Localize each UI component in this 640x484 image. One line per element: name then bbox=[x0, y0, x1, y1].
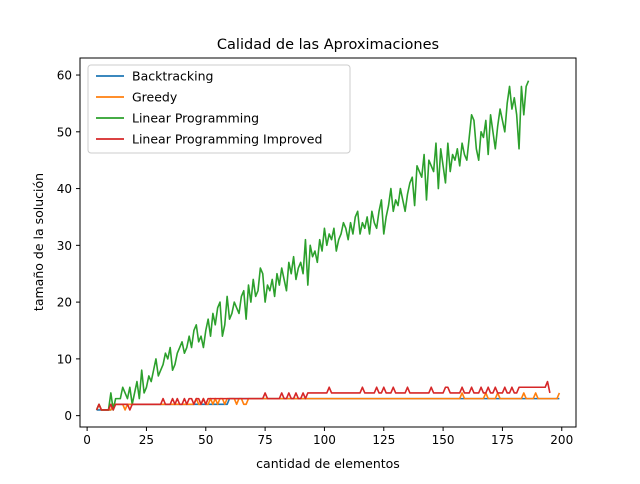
y-tick-label: 50 bbox=[57, 125, 72, 139]
series-line-greedy bbox=[95, 392, 561, 411]
legend-label: Greedy bbox=[132, 90, 178, 105]
series-line-linear-programming bbox=[95, 80, 530, 411]
x-tick-label: 100 bbox=[313, 433, 336, 447]
y-tick-label: 10 bbox=[57, 352, 72, 366]
y-tick-label: 20 bbox=[57, 296, 72, 310]
x-tick-label: 0 bbox=[83, 433, 91, 447]
legend-label: Linear Programming bbox=[132, 111, 259, 126]
y-tick-label: 60 bbox=[57, 69, 72, 83]
x-tick-label: 75 bbox=[257, 433, 272, 447]
y-axis-label: tamaño de la solución bbox=[31, 173, 46, 311]
x-tick-label: 200 bbox=[550, 433, 573, 447]
legend-label: Linear Programming Improved bbox=[132, 132, 322, 147]
x-tick-label: 25 bbox=[139, 433, 154, 447]
chart-title: Calidad de las Aproximaciones bbox=[217, 37, 439, 53]
x-axis-label: cantidad de elementos bbox=[256, 456, 400, 471]
y-tick-label: 0 bbox=[64, 409, 72, 423]
series-line-linear-programming-improved bbox=[95, 380, 551, 411]
plot-area bbox=[79, 57, 577, 428]
series-lines bbox=[95, 80, 561, 411]
x-tick-label: 125 bbox=[372, 433, 395, 447]
y-tick-label: 30 bbox=[57, 239, 72, 253]
y-tick-label: 40 bbox=[57, 182, 72, 196]
x-tick-label: 150 bbox=[432, 433, 455, 447]
axis-ticks: 0 25 50 75 100 125 150 175 200 0 10 20 30 40 50 60 bbox=[57, 69, 573, 447]
legend-label: Backtracking bbox=[132, 69, 214, 84]
legend: Backtracking Greedy Linear Programming Line… bbox=[87, 64, 351, 154]
legend-box bbox=[87, 64, 351, 154]
x-tick-label: 50 bbox=[198, 433, 213, 447]
x-tick-label: 175 bbox=[491, 433, 514, 447]
